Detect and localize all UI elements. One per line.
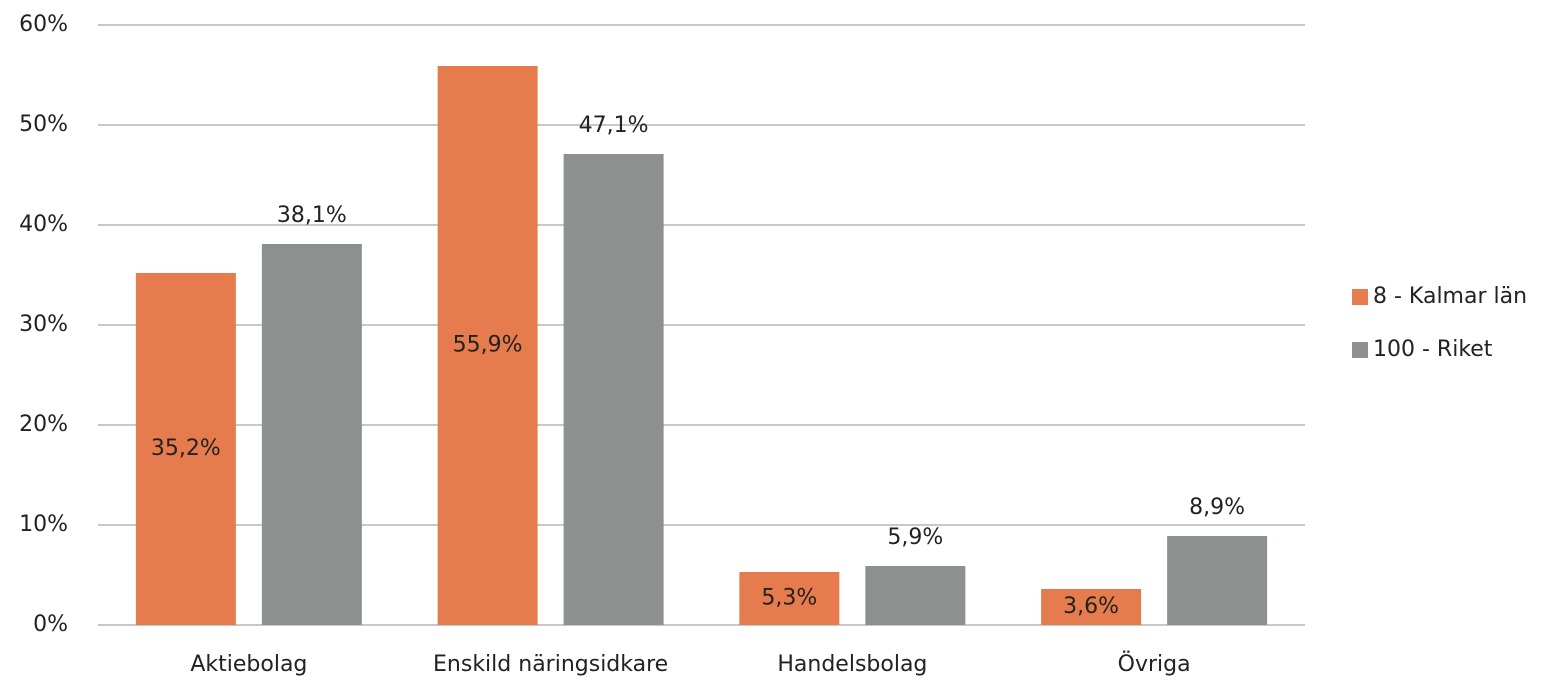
y-tick-label: 30% [19, 312, 68, 337]
y-tick-label: 50% [19, 112, 68, 137]
bar [739, 572, 840, 625]
data-label: 8,9% [1189, 495, 1245, 520]
x-tick-label: Handelsbolag [777, 652, 927, 677]
bar [1167, 536, 1268, 625]
data-label: 47,1% [579, 113, 649, 138]
y-tick-label: 40% [19, 212, 68, 237]
x-tick-label: Aktiebolag [190, 652, 307, 677]
legend-swatch [1352, 289, 1368, 305]
y-tick-label: 20% [19, 412, 68, 437]
legend-label: 8 - Kalmar län [1373, 284, 1527, 309]
data-label: 38,1% [277, 203, 347, 228]
legend-swatch [1352, 342, 1368, 358]
data-label: 5,9% [887, 525, 943, 550]
y-tick-label: 0% [33, 612, 68, 637]
data-label: 3,6% [1063, 594, 1119, 619]
legend-label: 100 - Riket [1373, 337, 1493, 362]
bar [563, 154, 664, 625]
data-label: 35,2% [151, 436, 221, 461]
bar [135, 273, 236, 625]
bar [261, 244, 362, 625]
data-label: 5,3% [761, 586, 817, 611]
x-tick-label: Enskild näringsidkare [433, 652, 668, 677]
data-label: 55,9% [453, 333, 523, 358]
x-tick-label: Övriga [1118, 651, 1191, 677]
y-tick-label: 10% [19, 512, 68, 537]
bar [1041, 589, 1142, 625]
y-tick-label: 60% [19, 12, 68, 37]
bar [865, 566, 966, 625]
bar [437, 66, 538, 625]
